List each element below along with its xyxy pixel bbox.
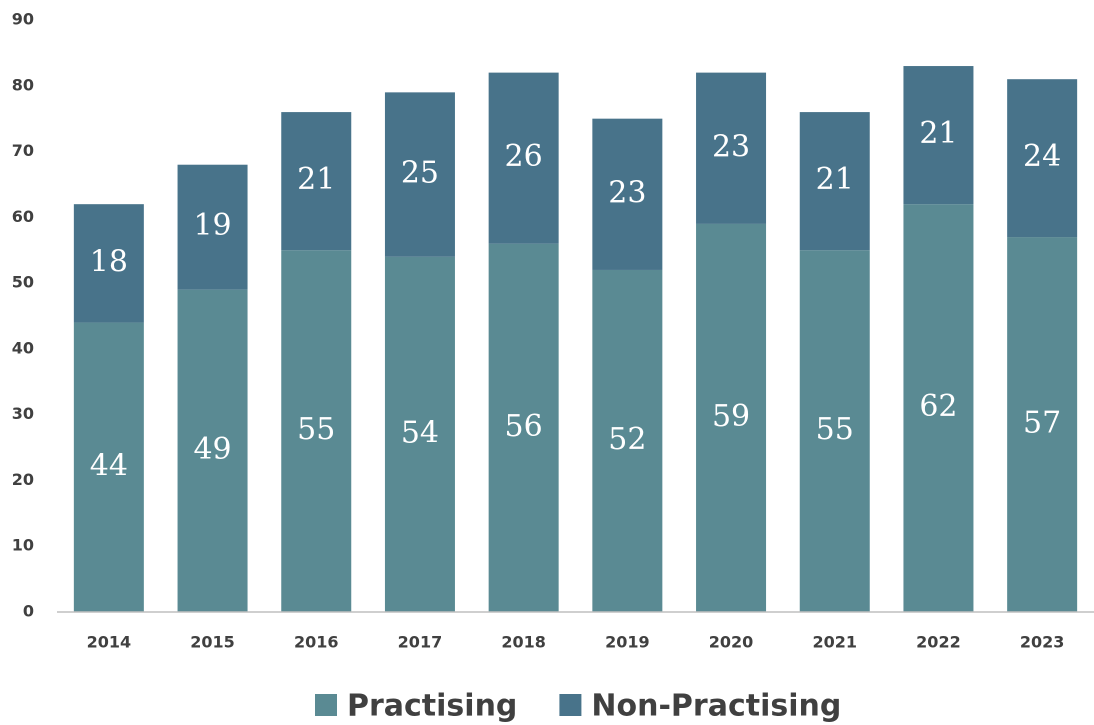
bar-segment <box>799 112 870 251</box>
data-label: 18 <box>90 244 128 279</box>
data-label: 21 <box>297 162 335 197</box>
data-label: 57 <box>1023 406 1061 441</box>
data-label: 52 <box>608 422 646 457</box>
bar-segment <box>696 72 767 224</box>
bar-segment <box>177 289 248 612</box>
data-label: 19 <box>193 208 231 243</box>
y-tick-label: 30 <box>12 404 34 423</box>
data-label: 24 <box>1023 139 1061 174</box>
data-label: 25 <box>401 156 439 191</box>
x-tick-label: 2021 <box>812 633 857 652</box>
bar-segment <box>73 204 144 323</box>
data-label: 21 <box>919 116 957 151</box>
bar-segment <box>281 250 352 612</box>
bar-segment <box>73 322 144 612</box>
y-tick-label: 40 <box>12 338 34 357</box>
data-label: 55 <box>816 412 854 447</box>
x-tick-label: 2014 <box>87 633 132 652</box>
data-label: 23 <box>712 129 750 164</box>
data-label: 55 <box>297 412 335 447</box>
bar-segment <box>696 223 767 612</box>
bar-segment <box>1007 79 1078 238</box>
y-tick-label: 0 <box>23 602 34 621</box>
x-tick-label: 2022 <box>916 633 961 652</box>
data-label: 49 <box>193 432 231 467</box>
legend-swatch <box>559 694 582 716</box>
x-tick-label: 2019 <box>605 633 650 652</box>
bar-segment <box>903 66 974 205</box>
x-tick-label: 2015 <box>190 633 235 652</box>
data-label: 26 <box>505 139 543 174</box>
bar-segment <box>1007 237 1078 613</box>
data-label: 56 <box>505 409 543 444</box>
legend-label: Non-Practising <box>591 689 841 724</box>
legend-swatch <box>315 694 337 716</box>
x-tick-label: 2018 <box>501 633 546 652</box>
bar-segment <box>592 269 663 612</box>
x-tick-label: 2023 <box>1020 633 1065 652</box>
y-tick-label: 70 <box>12 141 34 160</box>
bar-segment <box>903 204 974 612</box>
y-tick-label: 80 <box>12 75 34 94</box>
y-tick-label: 10 <box>12 536 34 555</box>
y-tick-label: 60 <box>12 207 34 226</box>
bar-segment <box>281 112 352 251</box>
data-label: 62 <box>919 389 957 424</box>
data-label: 59 <box>712 399 750 434</box>
data-label: 23 <box>608 175 646 210</box>
legend-label: Practising <box>347 689 517 724</box>
bar-segment <box>384 256 455 612</box>
bar-segment <box>177 164 248 290</box>
x-tick-label: 2020 <box>709 633 754 652</box>
y-tick-label: 90 <box>12 10 34 29</box>
data-label: 44 <box>90 448 128 483</box>
bar-segment <box>384 92 455 257</box>
bar-segment <box>488 243 559 612</box>
bar-segment <box>799 250 870 612</box>
data-label: 21 <box>816 162 854 197</box>
bar-segment <box>592 118 663 270</box>
y-tick-label: 50 <box>12 273 34 292</box>
x-tick-label: 2017 <box>398 633 443 652</box>
data-label: 54 <box>401 415 439 450</box>
bar-segment <box>488 72 559 244</box>
y-tick-label: 20 <box>12 470 34 489</box>
x-tick-label: 2016 <box>294 633 339 652</box>
